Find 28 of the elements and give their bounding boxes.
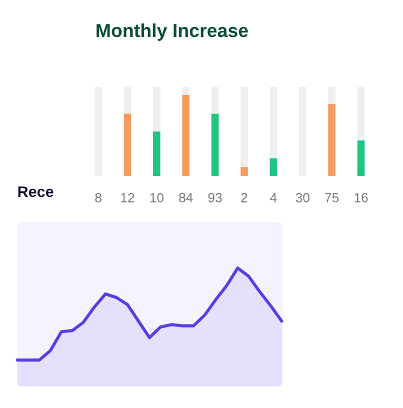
x-tick-label: 2 — [241, 193, 248, 202]
x-tick-label: 8 — [95, 193, 102, 202]
bar — [153, 87, 160, 132]
bar — [124, 87, 132, 114]
bar — [182, 95, 190, 176]
chart-title: Monthly Increase — [96, 23, 248, 41]
bar — [357, 87, 365, 140]
x-tick-label: 4 — [270, 193, 277, 202]
bar — [124, 114, 132, 176]
x-tick-label: 16 — [354, 193, 368, 202]
bar — [357, 140, 365, 176]
bar — [153, 132, 160, 176]
bar — [240, 87, 248, 168]
x-tick-label: 10 — [150, 193, 164, 202]
bar — [328, 87, 336, 104]
bar — [240, 167, 248, 176]
bar — [328, 104, 336, 176]
x-tick-label: 84 — [179, 193, 193, 202]
bar — [211, 87, 219, 114]
bar — [270, 87, 278, 158]
x-tick-label: 30 — [296, 193, 310, 202]
x-tick-label: 12 — [121, 193, 134, 202]
chart-title: Rece — [18, 186, 54, 198]
x-tick-label: 75 — [325, 193, 339, 202]
bar — [270, 158, 278, 176]
x-tick-label: 93 — [208, 193, 222, 202]
bar — [182, 87, 190, 96]
bar — [211, 114, 219, 176]
